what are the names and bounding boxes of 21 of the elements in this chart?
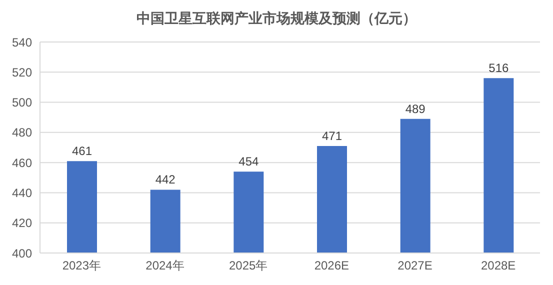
y-tick-label: 460 — [12, 156, 32, 170]
chart-title: 中国卫星互联网产业市场规模及预测（亿元） — [136, 10, 418, 28]
y-tick-label: 520 — [12, 65, 32, 80]
x-tick-label: 2025年 — [228, 258, 268, 273]
data-label: 442 — [155, 172, 176, 187]
data-label: 489 — [405, 102, 426, 116]
x-tick-label: 2026E — [314, 258, 350, 273]
y-tick-label: 440 — [12, 186, 32, 200]
y-tick-label: 500 — [12, 96, 32, 110]
y-tick-label: 480 — [12, 126, 32, 140]
x-tick-label: 2028E — [480, 258, 516, 273]
data-label: 516 — [488, 61, 509, 76]
y-tick-label: 420 — [12, 216, 32, 230]
y-tick-label: 400 — [12, 246, 32, 260]
x-tick-label: 2023年 — [62, 258, 102, 273]
x-tick-label: 2027E — [398, 258, 432, 273]
data-label: 454 — [238, 154, 259, 169]
x-tick-label: 2024年 — [146, 258, 184, 273]
data-label: 471 — [322, 128, 342, 143]
data-label: 461 — [72, 144, 92, 158]
y-tick-label: 540 — [12, 35, 32, 50]
